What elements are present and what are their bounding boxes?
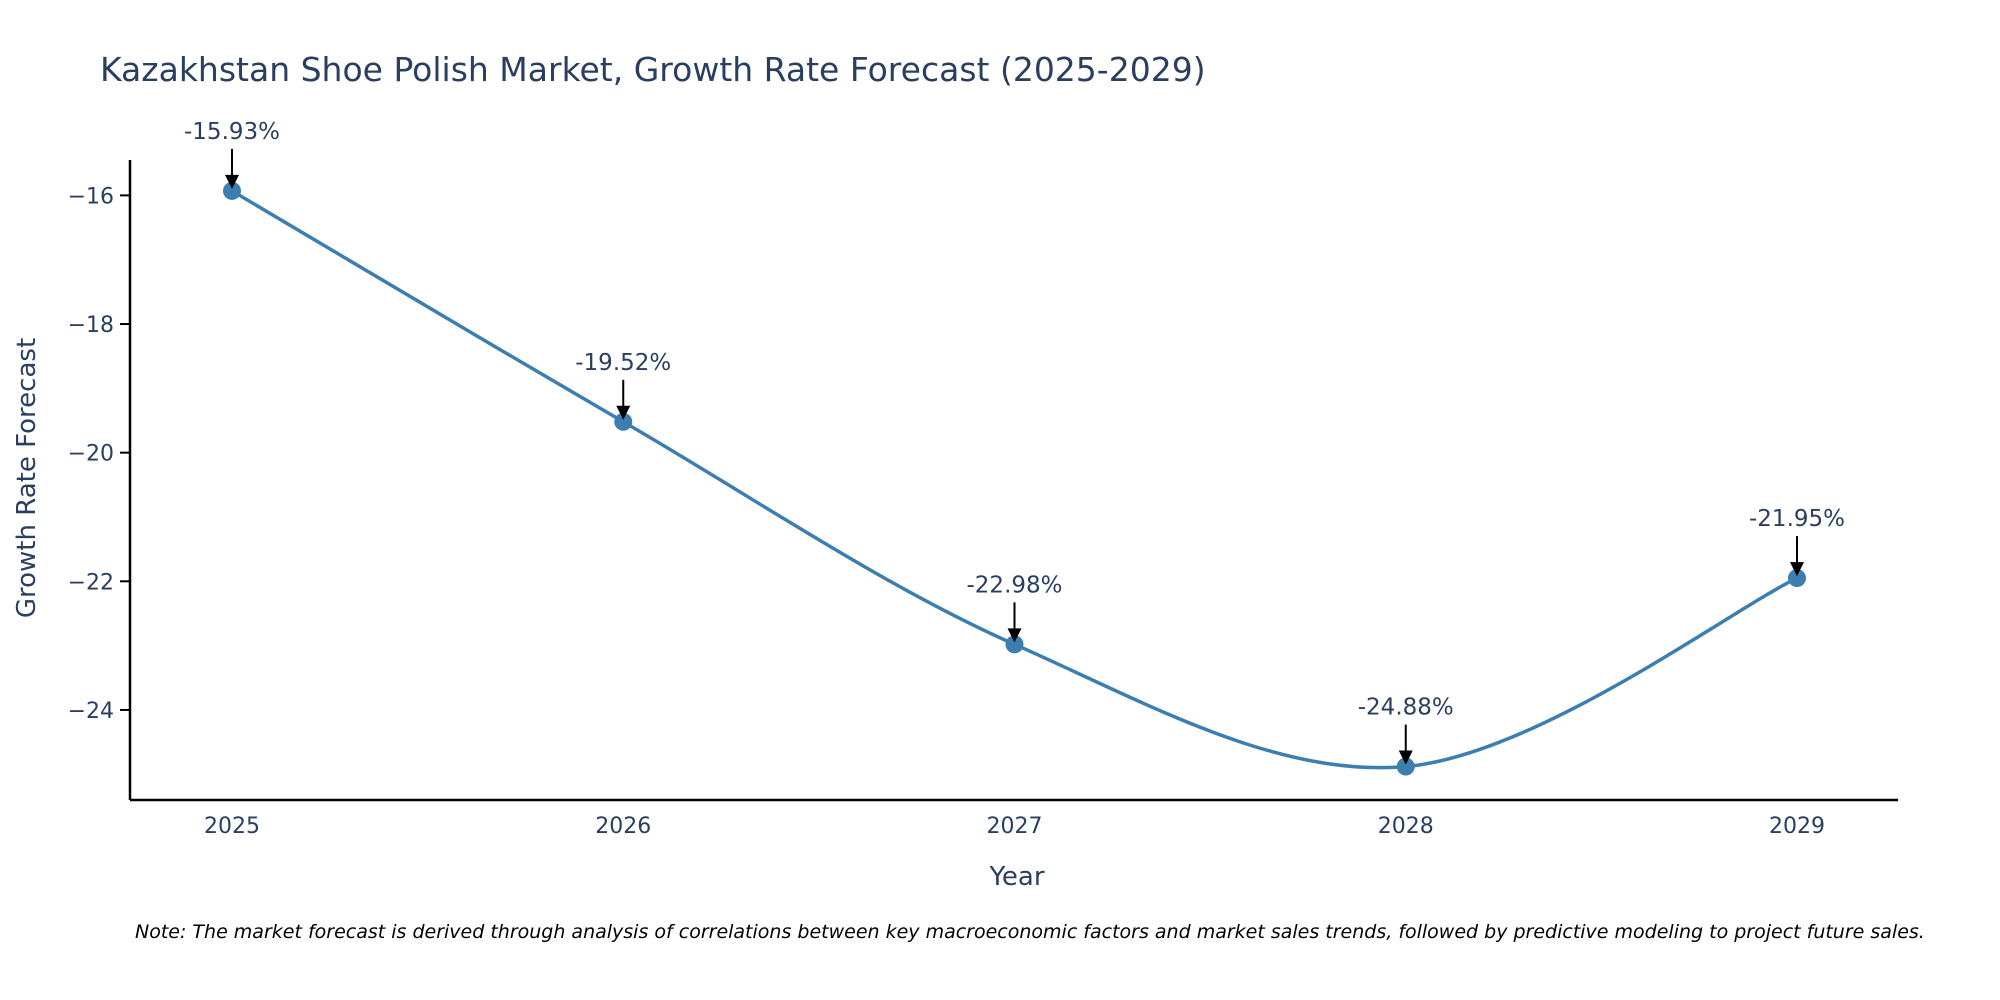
series-line (231, 189, 1798, 770)
annotation-arrowhead (1007, 628, 1022, 643)
data-label: -21.95% (1749, 506, 1845, 532)
y-tick-label: −16 (68, 184, 114, 209)
x-tick-label: 2028 (1378, 814, 1434, 839)
y-axis-title: Growth Rate Forecast (12, 338, 42, 618)
data-label: -22.98% (967, 572, 1063, 598)
annotation-arrowhead (616, 405, 631, 420)
data-label: -19.52% (575, 350, 671, 376)
annotation-arrowhead (225, 174, 239, 189)
data-point (1396, 757, 1415, 776)
x-tick-label: 2029 (1769, 814, 1825, 839)
data-label: -24.88% (1358, 695, 1454, 721)
data-point (614, 412, 633, 431)
x-axis-title: Year (988, 862, 1044, 892)
data-point (1005, 635, 1024, 654)
data-point (223, 181, 241, 200)
y-tick-label: −24 (68, 699, 114, 724)
y-tick-label: −18 (68, 313, 114, 338)
x-tick-label: 2027 (987, 814, 1043, 839)
x-tick-label: 2025 (204, 814, 260, 839)
data-label: -15.93% (184, 119, 280, 145)
annotation-arrowhead (1398, 750, 1413, 765)
x-tick-label: 2026 (595, 814, 651, 839)
footnote: Note: The market forecast is derived thr… (135, 921, 1925, 943)
chart-title: Kazakhstan Shoe Polish Market, Growth Ra… (100, 50, 1206, 89)
y-tick-label: −22 (68, 570, 114, 595)
data-point (1788, 569, 1806, 588)
y-tick-label: −20 (68, 442, 114, 467)
annotation-arrowhead (1790, 562, 1804, 577)
